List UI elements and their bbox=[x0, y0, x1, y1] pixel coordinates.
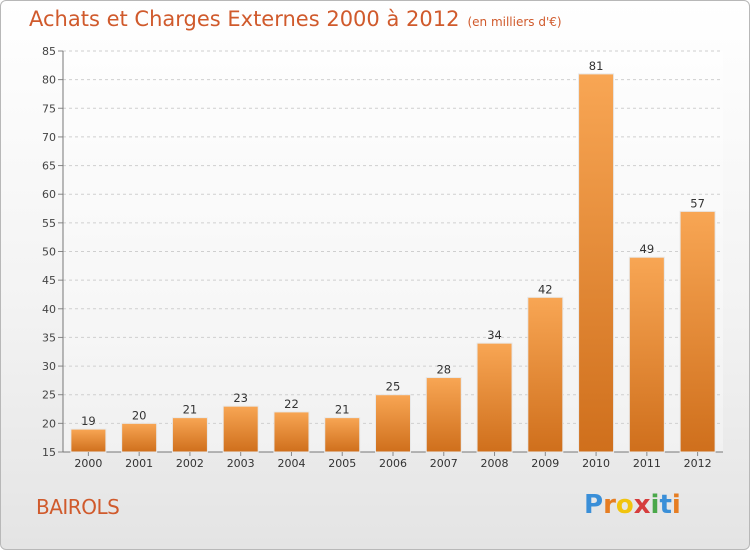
bar bbox=[578, 73, 615, 453]
bar bbox=[679, 210, 716, 453]
bar-value-label: 20 bbox=[132, 408, 147, 422]
bar-value-label: 81 bbox=[589, 59, 604, 73]
bar bbox=[70, 428, 107, 453]
bar bbox=[171, 417, 208, 453]
logo-letter: i bbox=[671, 490, 681, 520]
bar bbox=[628, 256, 665, 453]
bar bbox=[476, 342, 513, 453]
y-tick-label: 65 bbox=[42, 160, 56, 173]
bar-value-label: 28 bbox=[436, 363, 451, 377]
y-tick-label: 50 bbox=[42, 246, 56, 259]
bar bbox=[324, 417, 361, 453]
y-tick-label: 55 bbox=[42, 217, 56, 230]
bar-value-label: 19 bbox=[81, 414, 96, 428]
x-tick-label: 2010 bbox=[582, 457, 610, 470]
x-tick-label: 2001 bbox=[125, 457, 153, 470]
y-tick-label: 35 bbox=[42, 331, 56, 344]
bar-value-label: 34 bbox=[487, 328, 502, 342]
y-tick-label: 20 bbox=[42, 417, 56, 430]
bar-value-label: 49 bbox=[640, 242, 655, 256]
logo-letter: i bbox=[650, 490, 660, 520]
x-tick-label: 2009 bbox=[531, 457, 559, 470]
bar-value-label: 42 bbox=[538, 282, 553, 296]
logo-letter: o bbox=[615, 490, 634, 520]
bar-value-label: 25 bbox=[386, 380, 401, 394]
y-tick-label: 85 bbox=[42, 45, 56, 58]
y-tick-label: 15 bbox=[42, 446, 56, 459]
y-tick-label: 45 bbox=[42, 274, 56, 287]
y-tick-label: 25 bbox=[42, 389, 56, 402]
x-tick-label: 2007 bbox=[430, 457, 458, 470]
chart-title-text: Achats et Charges Externes 2000 à 2012 bbox=[29, 7, 460, 31]
bar bbox=[222, 405, 259, 453]
y-tick-label: 70 bbox=[42, 131, 56, 144]
x-tick-label: 2004 bbox=[277, 457, 305, 470]
commune-name: BAIROLS bbox=[36, 495, 120, 519]
bar-value-label: 21 bbox=[183, 403, 198, 417]
proxiti-logo[interactable]: Proxiti bbox=[584, 490, 681, 520]
x-tick-label: 2008 bbox=[481, 457, 509, 470]
x-tick-label: 2012 bbox=[684, 457, 712, 470]
chart-unit: (en milliers d'€) bbox=[467, 15, 562, 29]
logo-letter: t bbox=[659, 490, 672, 520]
y-tick-label: 30 bbox=[42, 360, 56, 373]
x-tick-label: 2005 bbox=[328, 457, 356, 470]
x-tick-label: 2003 bbox=[227, 457, 255, 470]
y-tick-label: 80 bbox=[42, 74, 56, 87]
chart-title: Achats et Charges Externes 2000 à 2012 (e… bbox=[29, 7, 562, 31]
bar bbox=[121, 422, 158, 453]
y-tick-label: 40 bbox=[42, 303, 56, 316]
y-tick-label: 75 bbox=[42, 102, 56, 115]
x-tick-label: 2006 bbox=[379, 457, 407, 470]
x-tick-label: 2000 bbox=[74, 457, 102, 470]
logo-letter: x bbox=[633, 490, 651, 520]
bar-value-label: 57 bbox=[690, 196, 705, 210]
x-tick-label: 2011 bbox=[633, 457, 661, 470]
x-tick-label: 2002 bbox=[176, 457, 204, 470]
bar-value-label: 23 bbox=[233, 391, 248, 405]
bar bbox=[425, 377, 462, 453]
bar bbox=[375, 394, 411, 453]
bar-value-label: 21 bbox=[335, 403, 350, 417]
bar bbox=[527, 296, 564, 453]
logo-letter: P bbox=[584, 490, 604, 520]
bar-value-label: 22 bbox=[284, 397, 299, 411]
logo-letter: r bbox=[603, 490, 616, 520]
bar bbox=[273, 411, 310, 453]
y-tick-label: 60 bbox=[42, 188, 56, 201]
